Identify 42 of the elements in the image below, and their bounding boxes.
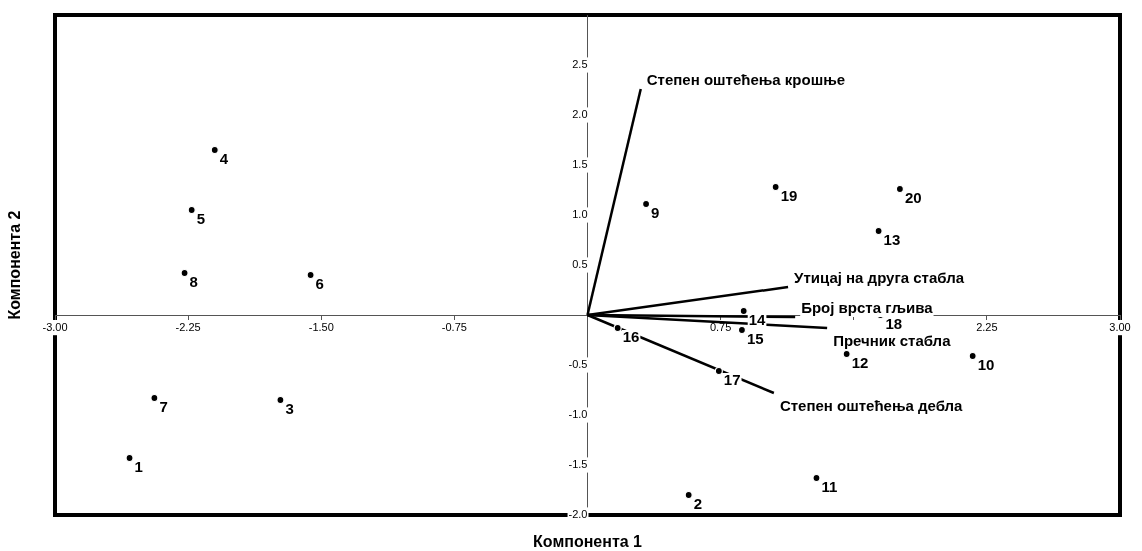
annotation: 8 bbox=[189, 273, 198, 291]
annotation: 17 bbox=[723, 371, 741, 389]
x-tick-label: 0.75 bbox=[709, 320, 732, 333]
x-tick-label: -3.00 bbox=[42, 320, 68, 333]
annotation: 18 bbox=[885, 315, 903, 333]
x-tick-label: 3.00 bbox=[1109, 320, 1131, 333]
y-tick-label: -0.5 bbox=[568, 358, 588, 371]
x-tick-label: -0.75 bbox=[441, 320, 467, 333]
annotation: 5 bbox=[196, 210, 206, 228]
y-tick-label: 1.5 bbox=[572, 158, 588, 171]
annotation: 3 bbox=[285, 400, 294, 418]
annotation: 4 bbox=[219, 150, 229, 168]
annotation: 19 bbox=[780, 187, 798, 205]
annotation: 10 bbox=[977, 356, 995, 374]
y-tick-label: -1.5 bbox=[568, 458, 588, 471]
y-axis-title: Компонента 2 bbox=[6, 210, 24, 320]
y-tick-label: 1.0 bbox=[572, 208, 588, 221]
series-label: Пречник стабла bbox=[833, 332, 952, 350]
x-tick-label: -2.25 bbox=[175, 320, 201, 333]
annotation: 13 bbox=[883, 231, 901, 249]
y-tick-label: 2.0 bbox=[572, 108, 588, 121]
x-axis-title: Компонента 1 bbox=[533, 533, 643, 551]
series-label: Утицај на друга стабла bbox=[794, 269, 965, 287]
annotation: 11 bbox=[821, 478, 838, 496]
series-label: Степен оштећења крошње bbox=[646, 71, 846, 89]
x-tick-label: -1.50 bbox=[308, 320, 334, 333]
series-label: Степен оштећења дебла bbox=[779, 397, 964, 415]
annotation: 14 bbox=[748, 311, 767, 329]
annotation: 15 bbox=[746, 330, 764, 348]
y-tick-label: -2.0 bbox=[568, 508, 588, 521]
y-tick-label: 2.5 bbox=[572, 58, 588, 71]
annotation: 9 bbox=[651, 204, 660, 222]
annotation: 12 bbox=[851, 354, 869, 372]
annotation: 7 bbox=[159, 398, 168, 416]
y-tick-label: -1.0 bbox=[568, 408, 588, 421]
annotation: 1 bbox=[134, 458, 143, 476]
annotation: 2 bbox=[693, 495, 703, 513]
y-tick-label: 0.5 bbox=[572, 258, 588, 271]
annotation: 16 bbox=[622, 328, 640, 346]
annotation: 6 bbox=[315, 275, 324, 293]
annotation: 20 bbox=[904, 189, 922, 207]
x-tick-label: 2.25 bbox=[976, 320, 998, 333]
